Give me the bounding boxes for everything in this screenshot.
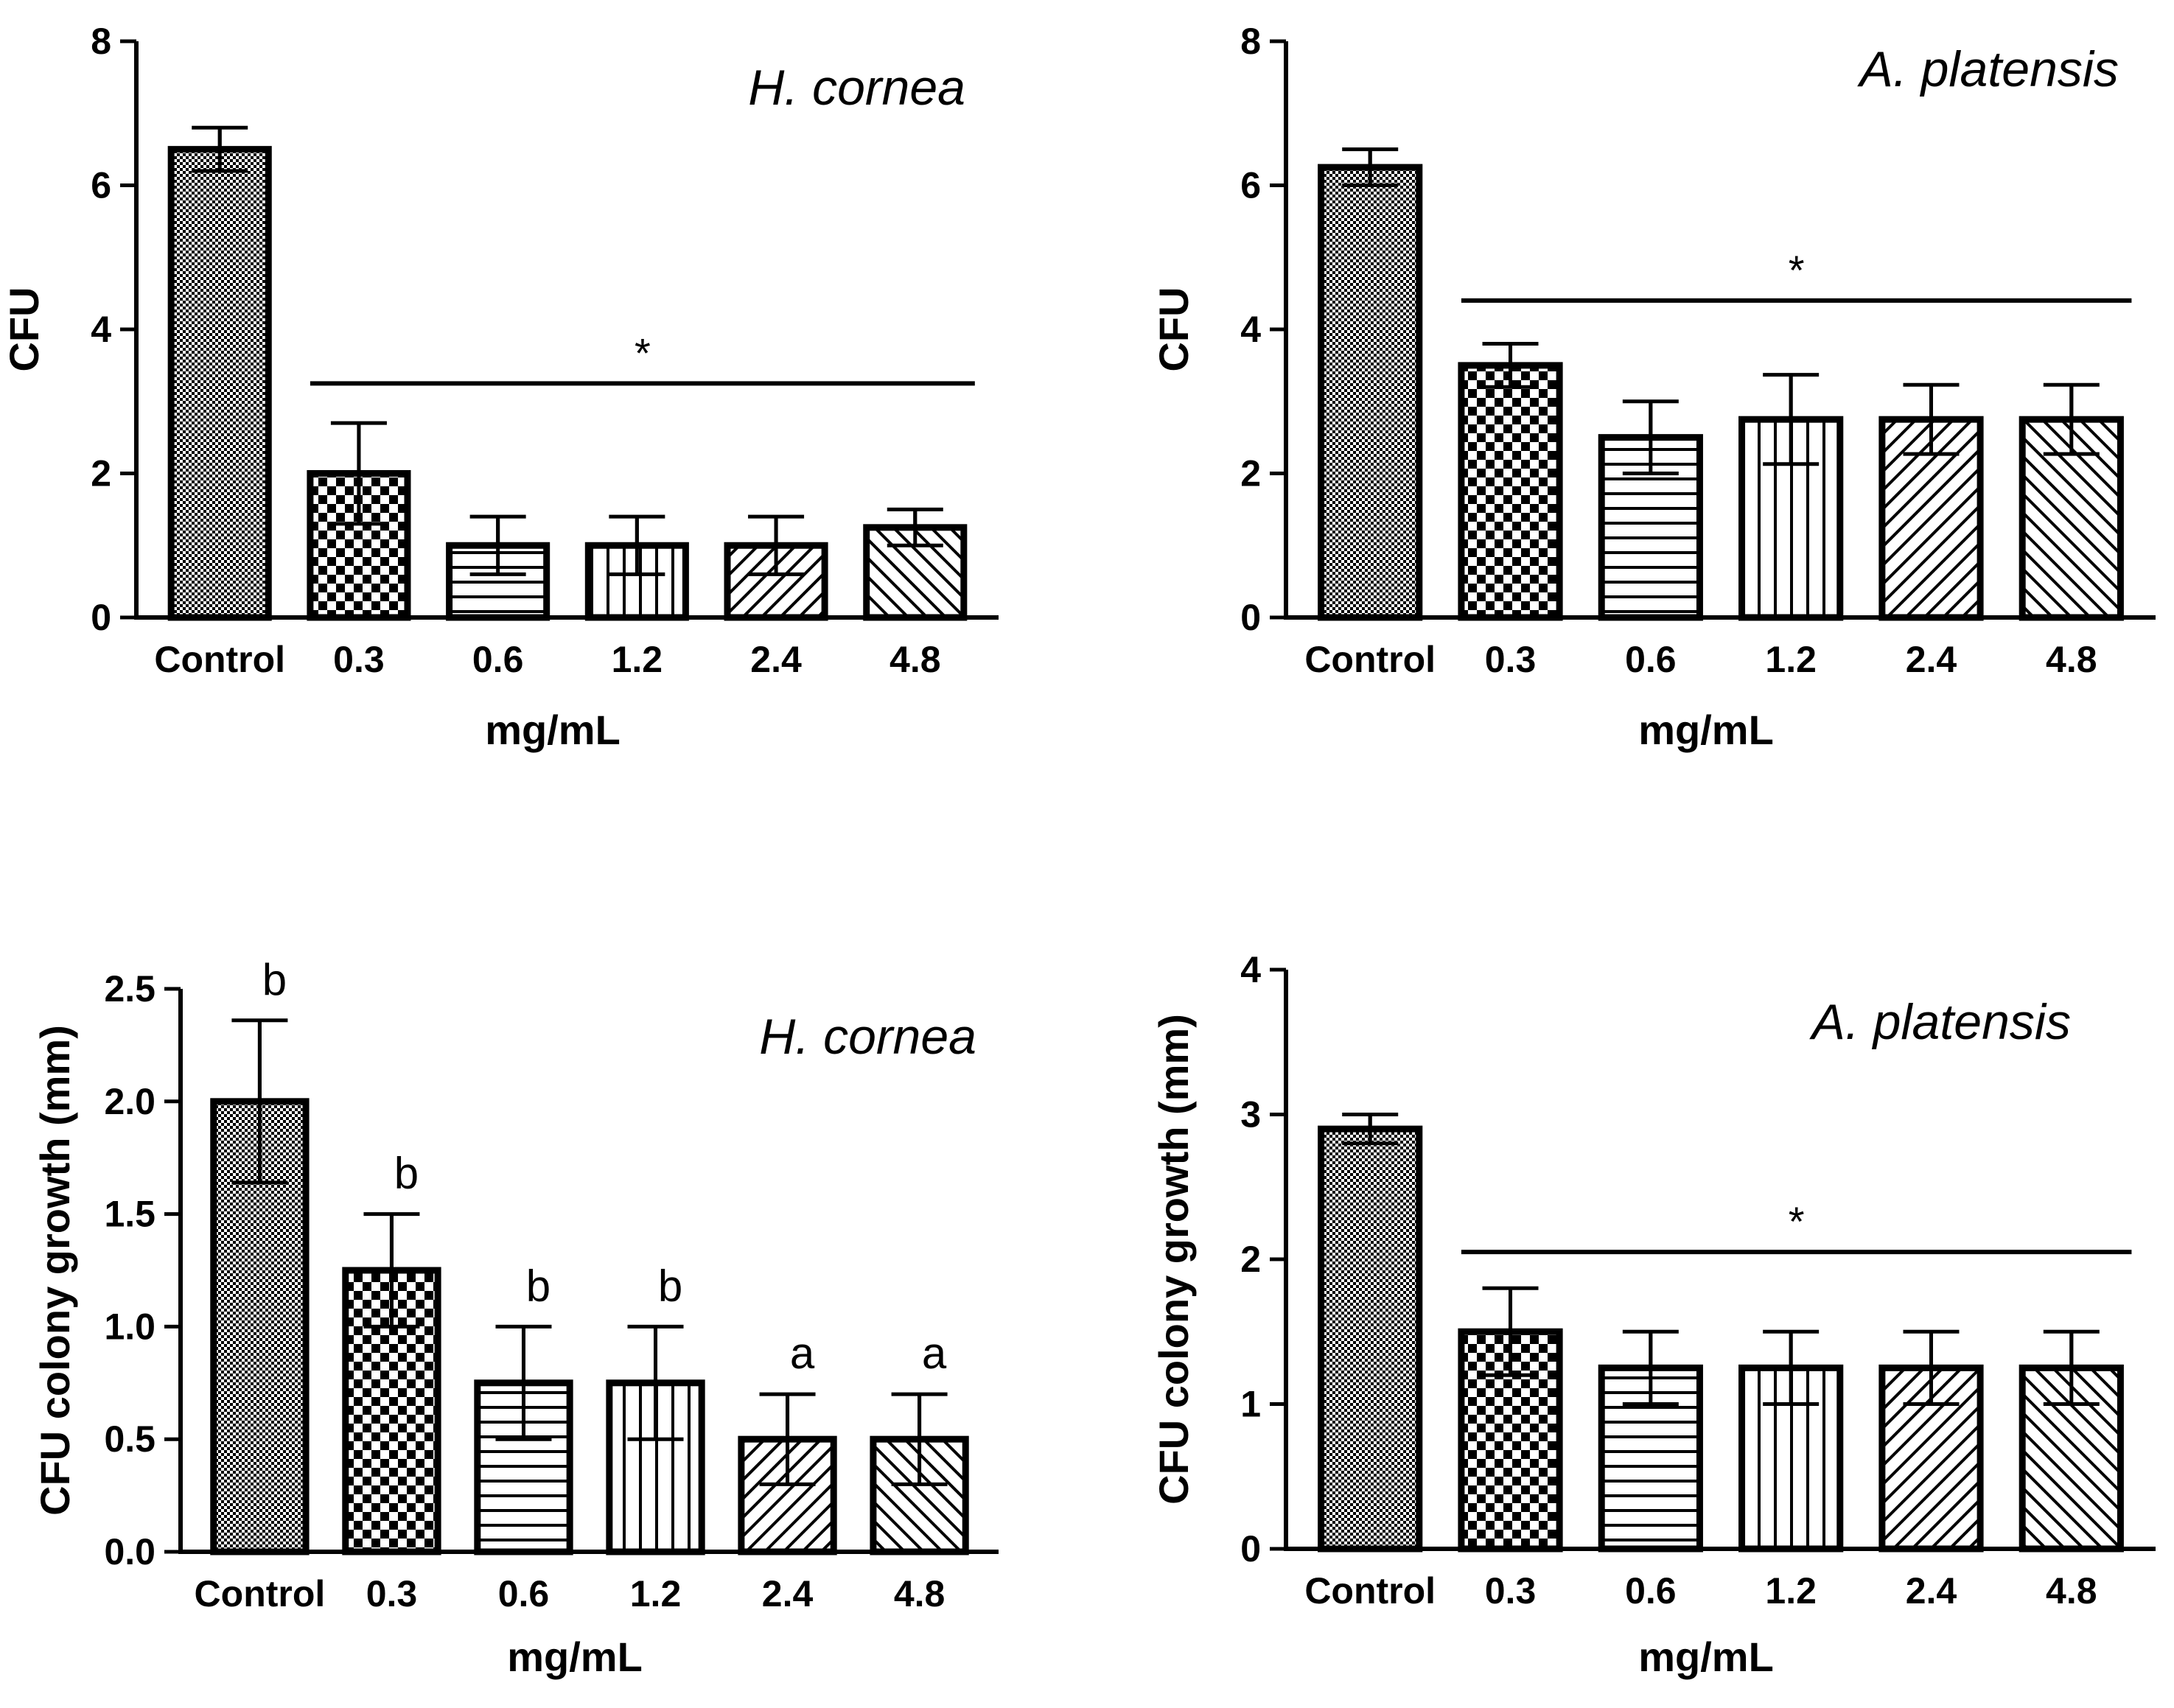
y-axis-label: CFU colony growth (mm)	[1150, 1014, 1197, 1505]
x-tick-label: 0.6	[1625, 639, 1677, 680]
bar	[167, 146, 272, 621]
bar	[738, 1435, 837, 1555]
x-tick-label: Control	[1304, 1570, 1436, 1611]
significance-letter: b	[526, 1261, 551, 1310]
y-tick-label: 4	[1240, 949, 1261, 990]
x-tick-label: 0.3	[366, 1573, 418, 1614]
y-tick-label: 1.0	[104, 1306, 155, 1347]
y-tick-label: 0	[1240, 597, 1261, 638]
significance-letter: b	[394, 1149, 419, 1198]
significance-letter: a	[922, 1329, 947, 1378]
x-axis-label: mg/mL	[507, 1634, 643, 1680]
x-tick-label: 2.4	[1906, 1570, 1957, 1611]
x-tick-label: 0.6	[498, 1573, 550, 1614]
x-tick-label: 1.2	[1765, 1570, 1817, 1611]
significance-star: *	[635, 329, 651, 376]
x-tick-label: 1.2	[612, 639, 663, 680]
chart-title: H. cornea	[759, 1009, 976, 1065]
y-tick-label: 0.0	[104, 1531, 155, 1572]
y-tick-label: 2	[1240, 1239, 1261, 1280]
x-tick-label: 1.2	[630, 1573, 682, 1614]
x-tick-label: 4.8	[894, 1573, 946, 1614]
y-tick-label: 4	[91, 309, 111, 350]
y-tick-label: 8	[91, 21, 111, 62]
x-axis-label: mg/mL	[1638, 1634, 1774, 1680]
x-tick-label: 2.4	[1906, 639, 1957, 680]
x-tick-label: 1.2	[1765, 639, 1817, 680]
significance-letter: b	[658, 1261, 682, 1310]
x-tick-label: 4.8	[889, 639, 941, 680]
y-tick-label: 2.0	[104, 1081, 155, 1122]
chart-panel-colony-growth-h-cornea: 0.0 0.5 1.0 1.5 2.0 2.5 Control b 0.3 b 0.6 b 1.2 b 2.…	[32, 955, 999, 1680]
x-tick-label: 0.6	[1625, 1570, 1677, 1611]
y-tick-label: 0.5	[104, 1418, 155, 1460]
y-tick-label: 2.5	[104, 968, 155, 1009]
x-tick-label: Control	[1304, 639, 1436, 680]
chart-panel-colony-growth-a-platensis: 0 1 2 3 4 Control 0.3 0.6 1.2 2.4 4.8 * A. platensis…	[1150, 949, 2156, 1680]
y-tick-label: 2	[1240, 453, 1261, 494]
y-axis-label: CFU colony growth (mm)	[32, 1025, 78, 1516]
x-tick-label: 0.3	[1485, 639, 1537, 680]
y-tick-label: 0	[91, 597, 111, 638]
y-tick-label: 1.5	[104, 1194, 155, 1235]
y-tick-label: 4	[1240, 309, 1261, 350]
y-tick-label: 6	[91, 165, 111, 206]
y-tick-label: 6	[1240, 165, 1261, 206]
x-tick-label: 0.3	[333, 639, 385, 680]
x-tick-label: 2.4	[762, 1573, 814, 1614]
chart-panel-cfu-a-platensis: 0 2 4 6 8 Control 0.3 0.6 1.2 2.4 4.8 * A. platensis…	[1150, 21, 2156, 753]
x-tick-label: 0.6	[472, 639, 524, 680]
x-axis-label: mg/mL	[485, 707, 621, 753]
x-tick-label: 0.3	[1485, 1570, 1537, 1611]
chart-title: A. platensis	[1856, 41, 2119, 97]
bar	[1318, 164, 1423, 621]
y-tick-label: 2	[91, 453, 111, 494]
x-axis-label: mg/mL	[1638, 707, 1774, 753]
bar	[1318, 1125, 1423, 1553]
y-axis-label: CFU	[1, 287, 47, 371]
x-tick-label: 4.8	[2046, 639, 2097, 680]
significance-letter: a	[790, 1329, 815, 1378]
y-tick-label: 0	[1240, 1528, 1261, 1569]
y-axis-label: CFU	[1150, 287, 1197, 371]
significance-star: *	[1789, 247, 1805, 293]
chart-title: H. cornea	[748, 60, 965, 116]
significance-letter: b	[262, 955, 287, 1004]
x-tick-label: Control	[195, 1573, 326, 1614]
y-tick-label: 1	[1240, 1384, 1261, 1425]
y-tick-label: 3	[1240, 1094, 1261, 1135]
chart-title: A. platensis	[1808, 994, 2071, 1050]
y-tick-label: 8	[1240, 21, 1261, 62]
significance-star: *	[1789, 1198, 1805, 1245]
bar	[1458, 362, 1563, 621]
chart-panel-cfu-h-cornea: 0 2 4 6 8 Control 0.3 0.6 1.2 2.4 4.8 * H. cornea mg/…	[1, 21, 999, 753]
x-tick-label: Control	[154, 639, 285, 680]
x-tick-label: 2.4	[750, 639, 802, 680]
x-tick-label: 4.8	[2046, 1570, 2097, 1611]
